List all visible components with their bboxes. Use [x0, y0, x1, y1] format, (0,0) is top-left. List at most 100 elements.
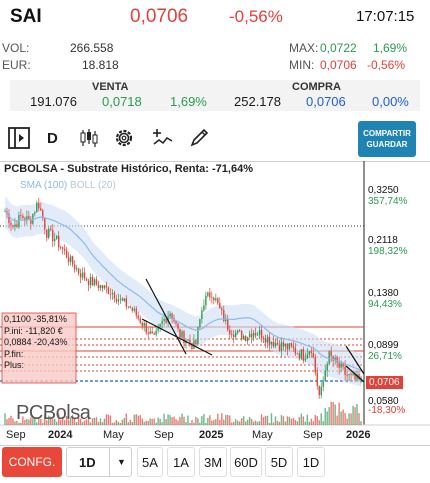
volume-bar	[215, 419, 217, 425]
candle-body	[209, 292, 211, 298]
interval-select[interactable]: 1D ▼	[66, 447, 132, 477]
candle-body	[125, 298, 128, 307]
candlestick-icon[interactable]	[78, 127, 100, 149]
volume-bar	[231, 422, 233, 425]
candle-body	[280, 342, 283, 351]
volume-bar	[292, 417, 295, 425]
candle-body	[34, 212, 36, 214]
x-tick-label: May	[252, 429, 273, 441]
candle-body	[44, 218, 46, 230]
volume-bar	[276, 420, 279, 425]
candle-body	[274, 343, 277, 347]
candle-body	[48, 228, 50, 238]
y-level-price: 0,0899	[368, 340, 399, 351]
candle-body	[268, 336, 271, 345]
volume-bar	[254, 420, 257, 425]
candle-body	[65, 250, 68, 258]
volume-bar	[145, 420, 147, 425]
candle-body	[316, 372, 318, 386]
candle-body	[229, 329, 231, 334]
chart-area[interactable]	[0, 161, 430, 445]
gear-icon[interactable]	[113, 127, 135, 149]
x-tick-label: Sep	[303, 429, 323, 441]
add-indicator-icon[interactable]	[152, 127, 174, 149]
side-panel-icon[interactable]	[8, 127, 30, 149]
candle-body	[312, 353, 314, 358]
volume-bar	[298, 417, 301, 425]
volume-bar	[268, 422, 271, 425]
volume-bar	[235, 419, 237, 425]
volume-bar	[350, 413, 352, 425]
draw-pencil-icon[interactable]	[188, 127, 210, 149]
vol-label: VOL:	[2, 41, 30, 55]
candle-body	[328, 351, 330, 364]
bollinger-band	[4, 196, 362, 387]
period-button[interactable]: 3M	[199, 447, 227, 477]
candle-body	[117, 299, 120, 302]
candle-body	[12, 225, 14, 227]
volume-bar	[238, 421, 241, 425]
candle-body	[73, 264, 76, 270]
volume-bar	[151, 419, 153, 425]
candle-body	[201, 310, 203, 320]
candle-body	[236, 330, 239, 333]
max-value: 0,0722	[320, 41, 357, 55]
candle-body	[95, 279, 98, 285]
candle-body	[133, 308, 135, 311]
volume-bar	[165, 419, 167, 425]
candle-body	[324, 370, 326, 382]
period-button[interactable]: 1A	[167, 447, 195, 477]
volume-bar	[223, 419, 225, 425]
candle-body	[352, 373, 354, 375]
candle-body	[91, 276, 94, 286]
volume-bar	[85, 419, 88, 425]
volume-bar	[103, 418, 106, 425]
candle-body	[183, 331, 185, 344]
min-label: MIN:	[289, 58, 315, 72]
candle-body	[77, 268, 80, 274]
volume-bar	[50, 416, 52, 425]
volume-bar	[113, 422, 116, 425]
volume-bar	[346, 418, 348, 425]
config-button[interactable]: CONFG.	[2, 447, 62, 477]
position-box[interactable]	[1, 312, 77, 384]
y-level-price: 0,2118	[368, 235, 398, 246]
bid-ask-panel: VENTA 191.076 0,0718 1,69% COMPRA 252.17…	[10, 80, 420, 111]
volume-bar	[16, 420, 18, 425]
compra-qty: 252.178	[234, 94, 281, 109]
volume-bar	[161, 422, 163, 425]
volume-bar	[213, 420, 215, 425]
volume-bar	[300, 413, 303, 425]
period-button[interactable]: 60D	[230, 447, 262, 477]
candle-body	[40, 208, 42, 211]
candle-body	[350, 373, 352, 375]
price-chart[interactable]	[0, 161, 430, 445]
y-level-price: 0,1380	[368, 288, 399, 299]
candle-body	[175, 321, 177, 324]
y-level-pct: 198,32%	[368, 246, 408, 257]
volume-bar	[65, 415, 68, 425]
candle-body	[81, 272, 84, 278]
x-tick-label: 2024	[48, 429, 73, 441]
candle-body	[57, 235, 60, 248]
candle-body	[38, 202, 40, 209]
chevron-down-icon[interactable]: ▼	[109, 448, 133, 476]
candle-body	[139, 318, 141, 323]
period-button[interactable]: 5A	[137, 447, 163, 477]
volume-bar	[123, 418, 126, 425]
volume-bar	[149, 418, 151, 425]
share-save-button[interactable]: COMPARTIR GUARDAR	[358, 121, 416, 157]
volume-bar	[262, 417, 265, 425]
volume-bar	[320, 413, 322, 425]
candle-body	[109, 294, 112, 295]
candle-body	[272, 342, 275, 347]
volume-bar	[360, 421, 362, 425]
venta-price: 0,0718	[102, 94, 142, 109]
timeframe-button[interactable]: D	[47, 130, 58, 147]
candle-body	[79, 273, 82, 278]
period-button[interactable]: 1D	[297, 447, 325, 477]
candle-body	[304, 358, 307, 361]
volume-bar	[40, 418, 42, 425]
period-button[interactable]: 5D	[265, 447, 293, 477]
candle-body	[165, 319, 167, 323]
